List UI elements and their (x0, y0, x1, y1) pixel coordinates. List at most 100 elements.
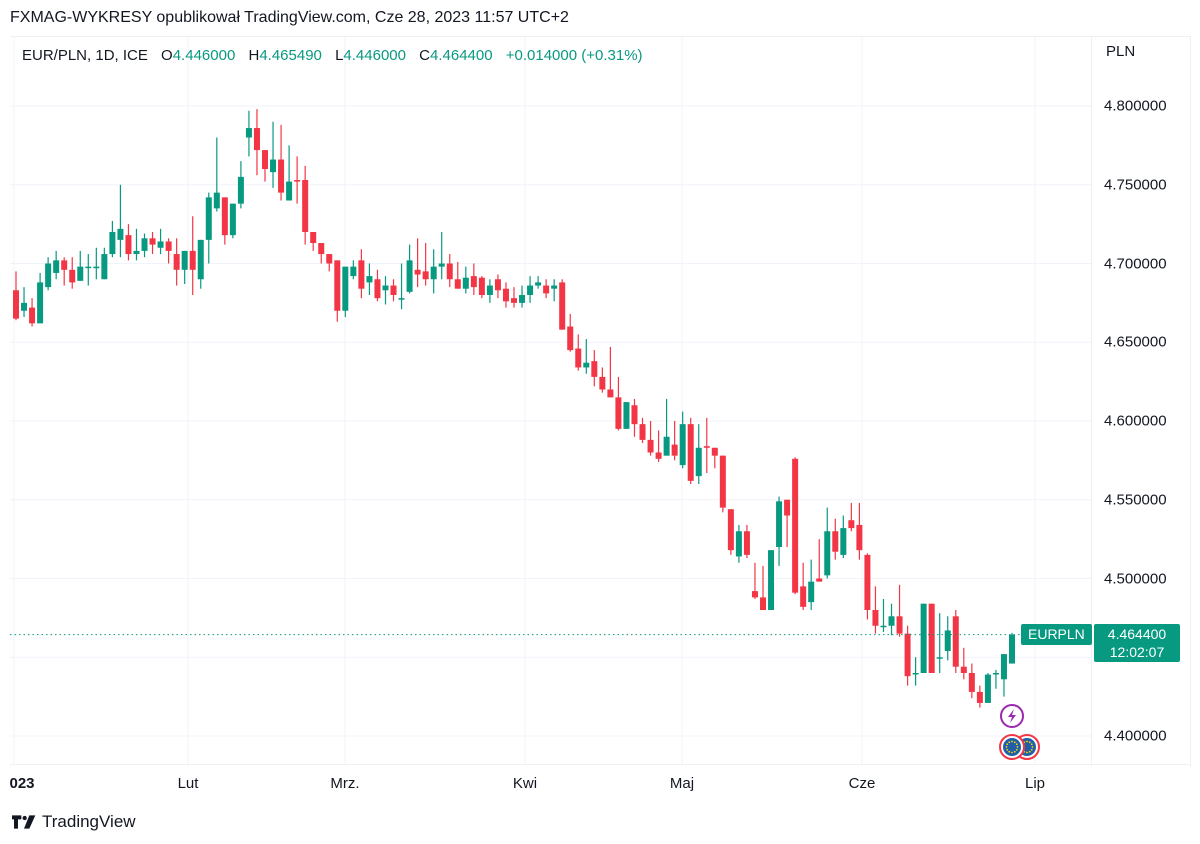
candle-body (824, 531, 831, 576)
tradingview-logo-icon (12, 815, 36, 829)
candle-body (663, 436, 670, 456)
price-tick: 4.500000 (1104, 570, 1167, 587)
candle-body (302, 180, 309, 232)
candle-body (784, 499, 791, 516)
candle-body (864, 554, 871, 610)
eu-flag-star (1026, 751, 1028, 754)
legend-change-value: +0.014000 (+0.31%) (505, 47, 643, 64)
candle-body (133, 250, 140, 255)
price-axis-currency[interactable]: PLN (1106, 43, 1136, 60)
eu-flag-star (1006, 743, 1009, 746)
last-price-value: 4.464400 (1107, 626, 1167, 642)
legend-symbol[interactable]: EUR/PLN, 1D, ICE (22, 47, 148, 64)
bar-countdown: 12:02:07 (1109, 644, 1165, 660)
candle-body (776, 501, 783, 547)
eu-flag-star (1008, 750, 1011, 753)
tradingview-logo-text: TradingView (42, 812, 136, 831)
candle-body (543, 285, 550, 294)
candle-body (173, 254, 180, 270)
tradingview-logo[interactable]: TradingView (12, 812, 136, 832)
candle-body (253, 128, 260, 151)
candle-body (936, 657, 943, 659)
eu-flag-star (1005, 746, 1008, 748)
candle-body (599, 376, 606, 390)
eu-flag-star (1015, 743, 1018, 746)
candle-body (270, 159, 277, 173)
candle-body (77, 266, 84, 281)
legend-open-value: 4.446000 (172, 47, 236, 64)
candle-body (511, 298, 517, 303)
candle-body (366, 276, 373, 283)
candle-body (157, 241, 164, 248)
candle-body (318, 243, 325, 255)
candle-body (422, 271, 429, 280)
candle-body (768, 550, 775, 610)
candle-body (205, 197, 212, 240)
candle-body (679, 424, 686, 466)
candle-body (326, 254, 333, 264)
candle-body (856, 524, 863, 551)
candle-body (197, 239, 204, 280)
candle-body (29, 307, 36, 324)
candle-body (454, 279, 461, 289)
candle-body (229, 203, 236, 236)
candle-body (37, 282, 44, 324)
candle-body (262, 150, 268, 169)
candle-body (623, 402, 630, 429)
price-tick: 4.750000 (1104, 176, 1167, 194)
eu-flag-star (1028, 750, 1031, 753)
candle-body (880, 625, 887, 628)
candle-body (382, 285, 389, 291)
candle-body (743, 531, 750, 555)
candle-body (53, 260, 60, 273)
price-axis-separator (1091, 36, 1092, 766)
eu-flag-field (1003, 738, 1021, 756)
candle-body (719, 455, 726, 508)
candle-body (527, 285, 534, 295)
last-price-badge: 4.464400 12:02:07 (1094, 624, 1180, 662)
eu-flag-star (1030, 748, 1033, 751)
candle-body (551, 285, 558, 289)
legend-open-label: O (161, 47, 173, 64)
time-axis-separator (10, 764, 1190, 765)
candle-body (535, 282, 542, 286)
candle-body (278, 159, 285, 193)
candle-body (1009, 634, 1015, 664)
candle-body (213, 192, 220, 209)
time-tick: 023 (9, 775, 35, 792)
candle-body (109, 232, 116, 255)
candle-body (832, 531, 839, 552)
candle-body (125, 235, 132, 255)
candle-body (93, 266, 100, 269)
candle-body (494, 279, 501, 291)
candle-body (430, 266, 437, 280)
price-tick: 4.400000 (1104, 727, 1167, 745)
candle-body (984, 674, 991, 703)
candle-body (751, 591, 758, 598)
candle-body (872, 610, 879, 626)
price-tick: 4.600000 (1104, 412, 1167, 430)
candle-body (294, 180, 301, 182)
time-tick: Lip (1024, 775, 1046, 792)
candle-body (141, 238, 148, 251)
candle-body (462, 277, 469, 289)
candle-body (928, 603, 935, 673)
candle-body (334, 260, 341, 311)
time-tick: Lut (177, 775, 199, 792)
candle-body (631, 405, 638, 425)
eu-flag-star (1008, 741, 1011, 744)
eu-flag-star (1031, 746, 1034, 748)
candle-body (519, 295, 526, 303)
candle-body (470, 276, 477, 288)
candle-body (85, 266, 92, 269)
time-tick: Maj (669, 775, 695, 792)
candle-body (237, 176, 244, 204)
candle-body (286, 181, 293, 201)
candle-body (189, 250, 196, 270)
candle-body (583, 362, 590, 368)
candle-body (904, 633, 911, 677)
candle-body (976, 691, 983, 703)
eu-flag-star (1013, 750, 1016, 753)
candle-body (671, 444, 678, 456)
